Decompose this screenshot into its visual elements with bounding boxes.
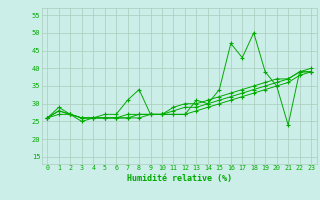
X-axis label: Humidité relative (%): Humidité relative (%)	[127, 174, 232, 183]
